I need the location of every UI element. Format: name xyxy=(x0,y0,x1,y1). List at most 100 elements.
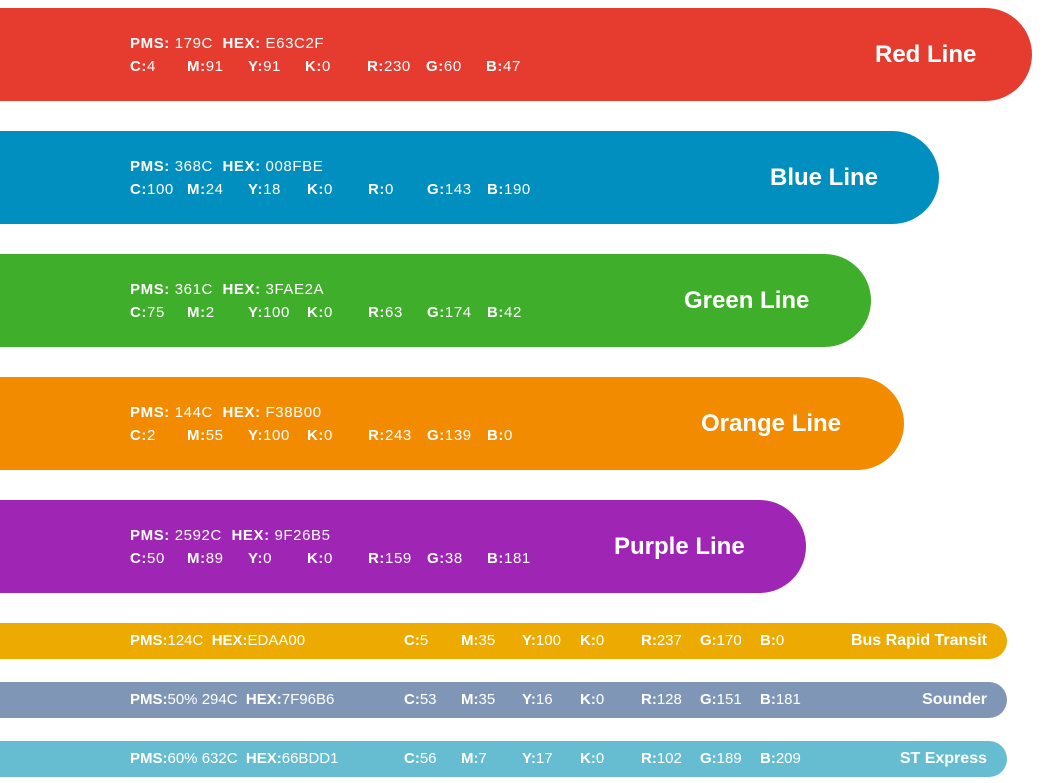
line-name: ST Express xyxy=(899,750,987,767)
line-name: Sounder xyxy=(922,691,987,708)
m-label: M: xyxy=(187,181,206,198)
c-value: 4 xyxy=(147,58,156,75)
r-value: 102 xyxy=(656,750,682,767)
y-value: 0 xyxy=(263,550,273,567)
k-value: 0 xyxy=(324,304,333,321)
y-value: 16 xyxy=(535,691,553,708)
m-value: 89 xyxy=(205,550,224,567)
hex-label: HEX: xyxy=(222,404,261,421)
m-label: M: xyxy=(187,427,206,444)
c-value: 50 xyxy=(147,550,165,567)
pms-label: PMS: xyxy=(130,691,168,708)
k-label: K: xyxy=(307,304,325,321)
y-label: Y: xyxy=(248,550,264,567)
pms-hex-group: PMS:124C HEX:EDAA00 xyxy=(130,623,305,659)
hex-label: HEX: xyxy=(222,281,261,298)
r-label: R: xyxy=(368,304,386,321)
g-value: 38 xyxy=(444,550,463,567)
hex-label: HEX: xyxy=(222,35,261,52)
g-value: 170 xyxy=(716,632,742,649)
c-label: C: xyxy=(130,58,148,75)
c-value: 53 xyxy=(419,691,437,708)
k-value: 0 xyxy=(595,691,605,708)
y-value: 100 xyxy=(535,632,561,649)
g-label: G: xyxy=(426,58,444,75)
m-label: M: xyxy=(461,691,479,708)
m-label: M: xyxy=(461,632,479,649)
g-value: 174 xyxy=(444,304,472,321)
k-label: K: xyxy=(307,181,325,198)
r-value: 128 xyxy=(656,691,682,708)
hex-value: EDAA00 xyxy=(247,632,306,649)
pms-label: PMS: xyxy=(130,404,170,421)
k-label: K: xyxy=(580,750,596,767)
hex-value: 7F96B6 xyxy=(281,691,335,708)
k-value: 0 xyxy=(324,427,333,444)
r-value: 237 xyxy=(656,632,682,649)
m-value: 91 xyxy=(205,58,224,75)
k-label: K: xyxy=(307,427,325,444)
line-name: Purple Line xyxy=(614,533,745,560)
y-value: 91 xyxy=(263,58,281,75)
g-label: G: xyxy=(700,750,717,767)
k-value: 0 xyxy=(595,632,605,649)
g-label: G: xyxy=(427,304,445,321)
r-label: R: xyxy=(368,181,386,198)
swatch-bus-rapid-transit: PMS:124C HEX:EDAA00 C:5 M:35 Y:100 K:0 R… xyxy=(0,623,1007,659)
b-label: B: xyxy=(487,550,505,567)
y-value: 17 xyxy=(535,750,553,767)
k-label: K: xyxy=(580,691,596,708)
m-value: 2 xyxy=(205,304,215,321)
b-value: 0 xyxy=(504,427,513,444)
pms-value: 144C xyxy=(174,404,213,421)
r-label: R: xyxy=(641,750,657,767)
m-label: M: xyxy=(187,304,206,321)
pms-value: 60% 632C xyxy=(167,750,238,767)
r-label: R: xyxy=(641,691,657,708)
y-label: Y: xyxy=(248,181,264,198)
y-value: 18 xyxy=(263,181,281,198)
c-label: C: xyxy=(404,691,420,708)
b-label: B: xyxy=(760,632,776,649)
b-value: 209 xyxy=(775,750,801,767)
y-label: Y: xyxy=(522,691,536,708)
c-value: 5 xyxy=(419,632,429,649)
r-label: R: xyxy=(368,550,386,567)
m-value: 55 xyxy=(205,427,224,444)
swatch-purple-line: PMS: 2592C HEX: 9F26B5 C:50 M:89 Y:0 K:0… xyxy=(0,500,806,593)
m-label: M: xyxy=(461,750,479,767)
pms-value: 124C xyxy=(167,632,204,649)
c-label: C: xyxy=(130,304,148,321)
swatch-green-line: PMS: 361C HEX: 3FAE2A C:75 M:2 Y:100 K:0… xyxy=(0,254,871,347)
c-label: C: xyxy=(130,427,148,444)
k-value: 0 xyxy=(595,750,605,767)
hex-label: HEX: xyxy=(245,750,282,767)
b-label: B: xyxy=(487,304,505,321)
spec-row-pms-hex: PMS: 144C HEX: F38B00 xyxy=(130,404,322,421)
pms-value: 50% 294C xyxy=(167,691,238,708)
g-label: G: xyxy=(427,550,445,567)
hex-label: HEX: xyxy=(211,632,248,649)
y-label: Y: xyxy=(248,304,264,321)
m-value: 24 xyxy=(205,181,224,198)
y-label: Y: xyxy=(522,632,536,649)
hex-value: 66BDD1 xyxy=(281,750,339,767)
g-value: 151 xyxy=(716,691,742,708)
b-value: 190 xyxy=(504,181,531,198)
y-label: Y: xyxy=(248,58,264,75)
b-value: 42 xyxy=(504,304,522,321)
hex-value: 008FBE xyxy=(265,158,324,175)
k-label: K: xyxy=(307,550,325,567)
pms-value: 361C xyxy=(174,281,213,298)
r-value: 159 xyxy=(385,550,412,567)
pms-label: PMS: xyxy=(130,750,168,767)
spec-row-pms-hex: PMS: 368C HEX: 008FBE xyxy=(130,158,323,175)
swatch-st-express: PMS:60% 632C HEX:66BDD1 C:56 M:7 Y:17 K:… xyxy=(0,741,1007,777)
b-label: B: xyxy=(486,58,504,75)
r-value: 230 xyxy=(384,58,411,75)
c-label: C: xyxy=(404,632,420,649)
b-value: 181 xyxy=(775,691,801,708)
g-value: 189 xyxy=(716,750,742,767)
line-name: Bus Rapid Transit xyxy=(850,632,987,649)
pms-label: PMS: xyxy=(130,527,170,544)
